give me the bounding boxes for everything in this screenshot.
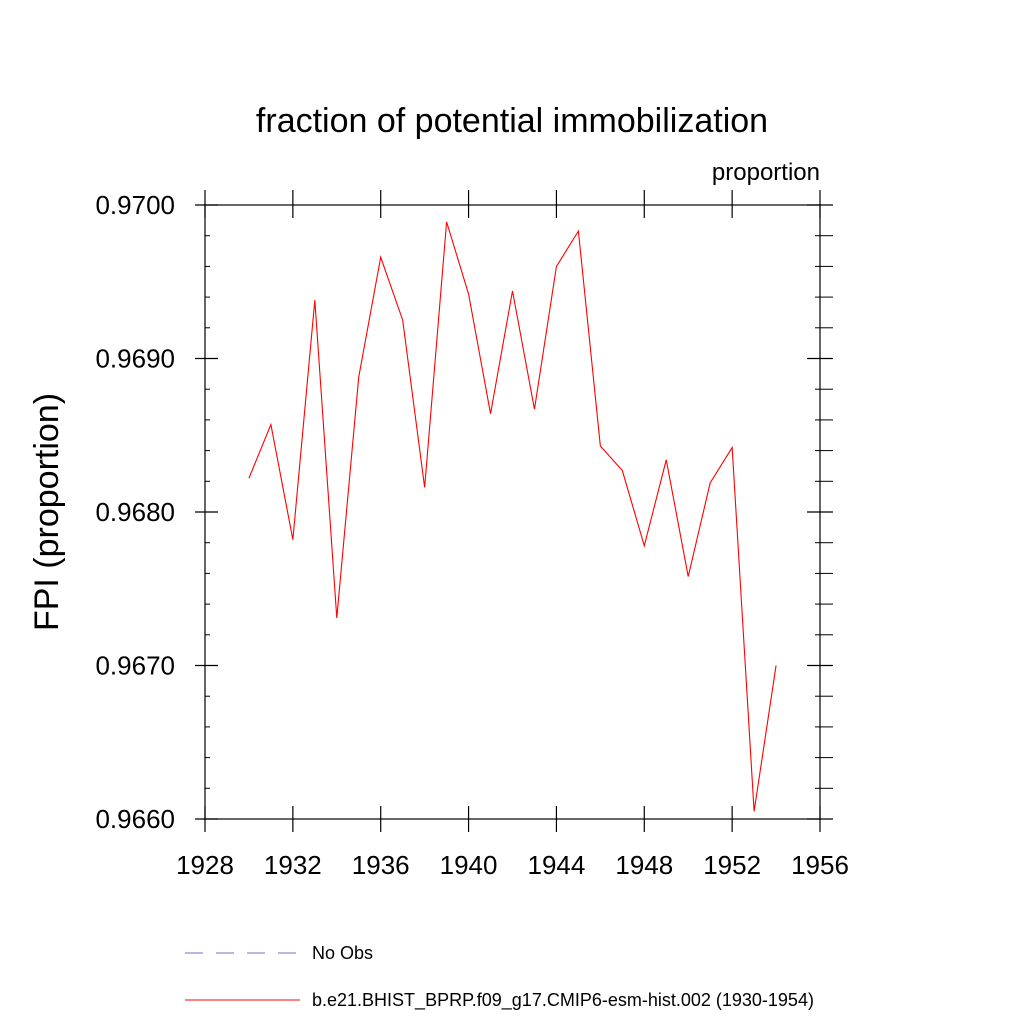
legend: No Obs b.e21.BHIST_BPRP.f09_g17.CMIP6-esm… [185, 943, 814, 1011]
x-axis: 1928 1932 1936 1940 1944 1948 1952 1956 [176, 190, 849, 880]
x-tick-label: 1952 [703, 850, 761, 880]
units-label: proportion [712, 159, 820, 186]
x-tick-label: 1928 [176, 850, 234, 880]
y-axis: 0.9660 0.9670 0.9680 0.9690 0.9700 [95, 190, 833, 834]
x-tick-label: 1936 [352, 850, 410, 880]
series-layer [248, 221, 777, 812]
series-line [248, 221, 777, 812]
y-tick-label: 0.9700 [95, 190, 175, 220]
legend-label: b.e21.BHIST_BPRP.f09_g17.CMIP6-esm-hist.… [312, 990, 814, 1011]
y-tick-label: 0.9660 [95, 804, 175, 834]
x-tick-label: 1948 [615, 850, 673, 880]
plot-frame [204, 204, 821, 820]
x-tick-label: 1944 [528, 850, 586, 880]
y-tick-label: 0.9690 [95, 344, 175, 374]
x-tick-label: 1940 [440, 850, 498, 880]
chart-title: fraction of potential immobilization [256, 102, 768, 140]
y-axis-label: FPI (proportion) [28, 393, 66, 631]
x-tick-label: 1932 [264, 850, 322, 880]
legend-label: No Obs [312, 943, 373, 963]
y-tick-label: 0.9680 [95, 497, 175, 527]
y-tick-label: 0.9670 [95, 651, 175, 681]
x-tick-label: 1956 [791, 850, 849, 880]
